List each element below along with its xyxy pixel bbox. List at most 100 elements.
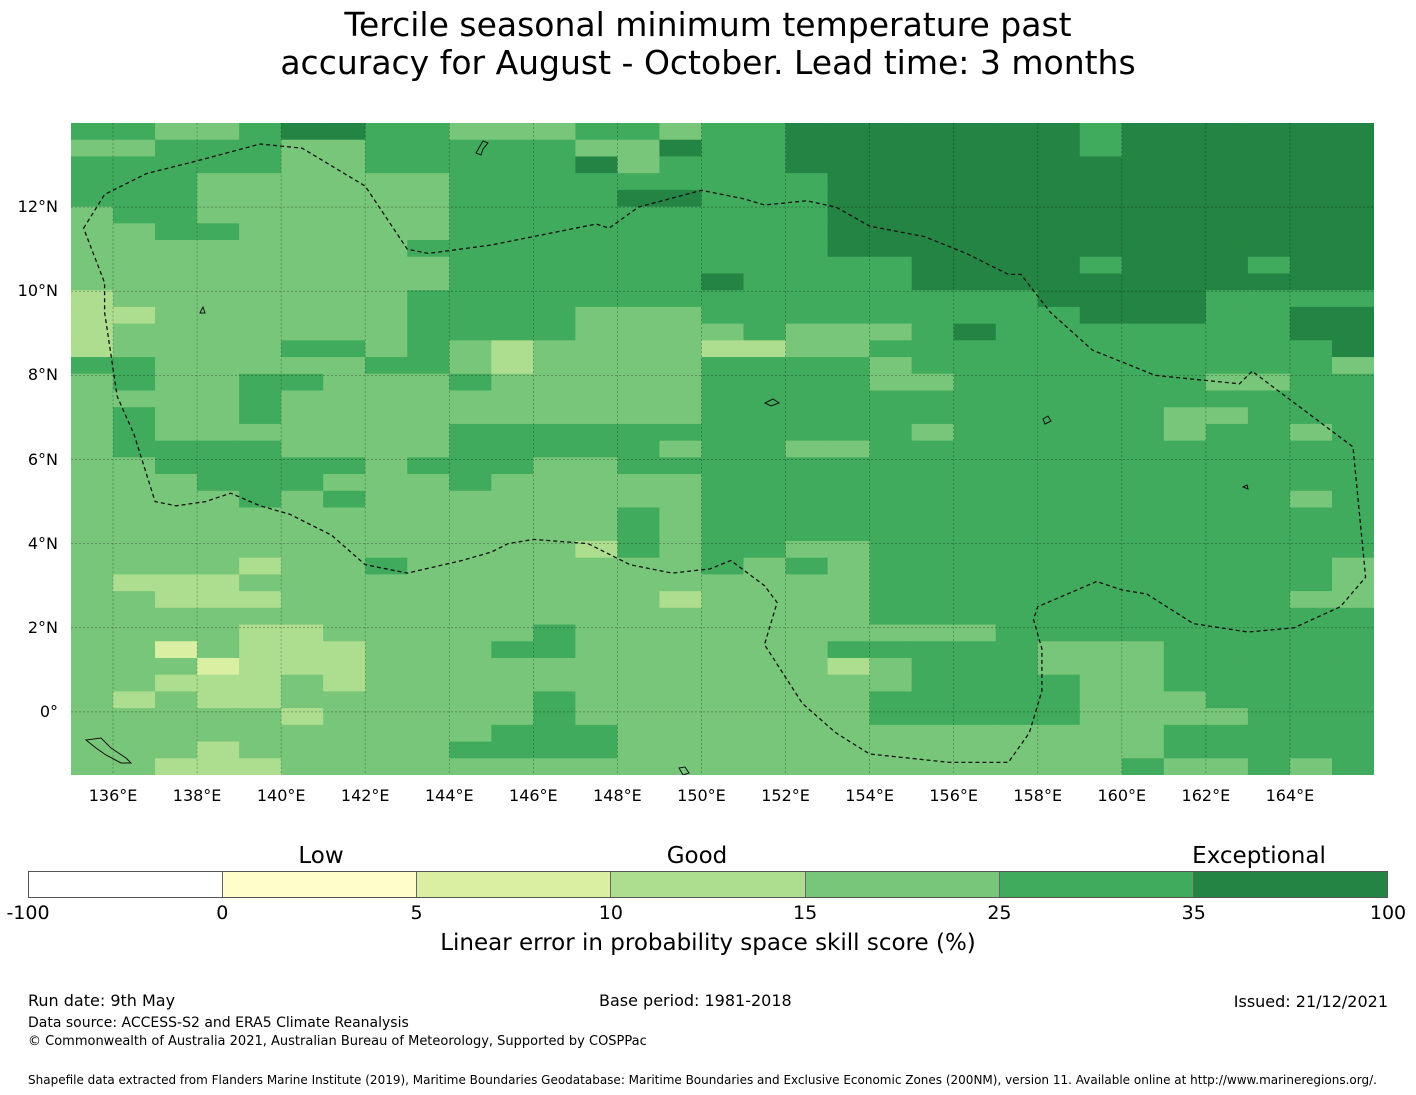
skill-cell xyxy=(743,591,787,609)
skill-cell xyxy=(1079,524,1123,542)
skill-cell xyxy=(1037,624,1081,642)
skill-cell xyxy=(197,373,240,392)
skill-cell xyxy=(197,223,240,241)
longitude-tick: 158°E xyxy=(1013,786,1063,805)
skill-cell xyxy=(1247,423,1291,442)
skill-cell xyxy=(365,390,408,408)
skill-cell xyxy=(953,390,997,408)
skill-cell xyxy=(575,591,619,609)
skill-cell xyxy=(197,290,240,308)
skill-cell xyxy=(785,340,829,358)
skill-cell xyxy=(1037,407,1081,425)
skill-cell xyxy=(659,290,703,308)
skill-cell xyxy=(743,223,787,241)
skill-cell xyxy=(323,423,366,442)
skill-cell xyxy=(1079,273,1123,291)
skill-cell xyxy=(407,206,450,224)
skill-cell xyxy=(449,306,492,325)
skill-cell xyxy=(785,457,829,475)
skill-cell xyxy=(659,657,703,676)
colorbar xyxy=(28,871,1388,898)
skill-cell xyxy=(827,507,871,525)
skill-cell xyxy=(281,189,324,208)
title-line-2: accuracy for August - October. Lead time… xyxy=(280,43,1136,82)
skill-cell xyxy=(1037,540,1081,559)
skill-cell xyxy=(1289,724,1333,743)
skill-cell xyxy=(155,373,198,392)
skill-cell xyxy=(743,607,787,626)
skill-cell xyxy=(491,741,534,759)
skill-cell xyxy=(785,641,829,659)
skill-cell xyxy=(323,524,366,542)
skill-cell xyxy=(491,591,534,609)
skill-cell xyxy=(1163,490,1207,509)
skill-cell xyxy=(701,357,745,375)
skill-cell xyxy=(155,440,198,458)
latitude-tick: 8°N xyxy=(27,365,58,385)
skill-cell xyxy=(995,390,1039,408)
skill-cell xyxy=(491,691,534,709)
skill-cell xyxy=(1331,306,1374,325)
skill-cell xyxy=(1289,423,1333,442)
skill-cell xyxy=(1331,591,1374,609)
skill-cell xyxy=(155,457,198,475)
skill-cell xyxy=(869,724,913,743)
skill-cell xyxy=(323,306,366,325)
skill-cell xyxy=(323,540,366,559)
skill-cell xyxy=(449,156,492,174)
skill-cell xyxy=(1037,373,1081,392)
skill-cell xyxy=(1037,423,1081,442)
skill-cell xyxy=(1163,290,1207,308)
skill-cell xyxy=(785,741,829,759)
skill-cell xyxy=(407,173,450,191)
skill-cell xyxy=(491,256,534,275)
skill-cell xyxy=(743,674,787,693)
skill-cell xyxy=(1037,223,1081,241)
skill-cell xyxy=(1247,490,1291,509)
skill-cell xyxy=(1289,223,1333,241)
skill-cell xyxy=(365,741,408,759)
longitude-tick: 162°E xyxy=(1181,786,1231,805)
skill-cell xyxy=(1037,724,1081,743)
skill-cell xyxy=(281,741,324,759)
skill-cell xyxy=(869,139,913,158)
skill-cell xyxy=(575,641,619,659)
skill-cell xyxy=(1163,223,1207,241)
skill-cell xyxy=(1037,139,1081,158)
skill-cell xyxy=(827,724,871,743)
skill-cell xyxy=(1079,323,1123,341)
skill-cell xyxy=(449,390,492,408)
skill-cell xyxy=(911,758,955,775)
skill-cell xyxy=(365,708,408,726)
colorbar-segment xyxy=(611,872,806,897)
skill-cell xyxy=(155,340,198,358)
skill-cell xyxy=(1163,139,1207,158)
skill-cell xyxy=(365,189,408,208)
skill-cell xyxy=(113,591,156,609)
skill-cell xyxy=(827,490,871,509)
skill-cell xyxy=(575,323,619,341)
skill-cell xyxy=(995,273,1039,291)
skill-cell xyxy=(869,540,913,559)
skill-cell xyxy=(197,123,240,141)
skill-cell xyxy=(491,641,534,659)
skill-cell xyxy=(239,189,282,208)
skill-cell xyxy=(197,474,240,492)
skill-cell xyxy=(827,708,871,726)
skill-cell xyxy=(1037,557,1081,575)
skill-cell xyxy=(1163,189,1207,208)
skill-cell xyxy=(491,524,534,542)
skill-cell xyxy=(113,540,156,559)
skill-cell xyxy=(617,724,661,743)
skill-cell xyxy=(407,256,450,275)
skill-cell xyxy=(449,708,492,726)
skill-cell xyxy=(1163,156,1207,174)
skill-cell xyxy=(869,457,913,475)
skill-cell xyxy=(701,507,745,525)
skill-cell xyxy=(1205,440,1249,458)
skill-cell xyxy=(1289,591,1333,609)
skill-cell xyxy=(575,273,619,291)
skill-cell xyxy=(869,708,913,726)
skill-cell xyxy=(113,641,156,659)
skill-cell xyxy=(1205,574,1249,592)
